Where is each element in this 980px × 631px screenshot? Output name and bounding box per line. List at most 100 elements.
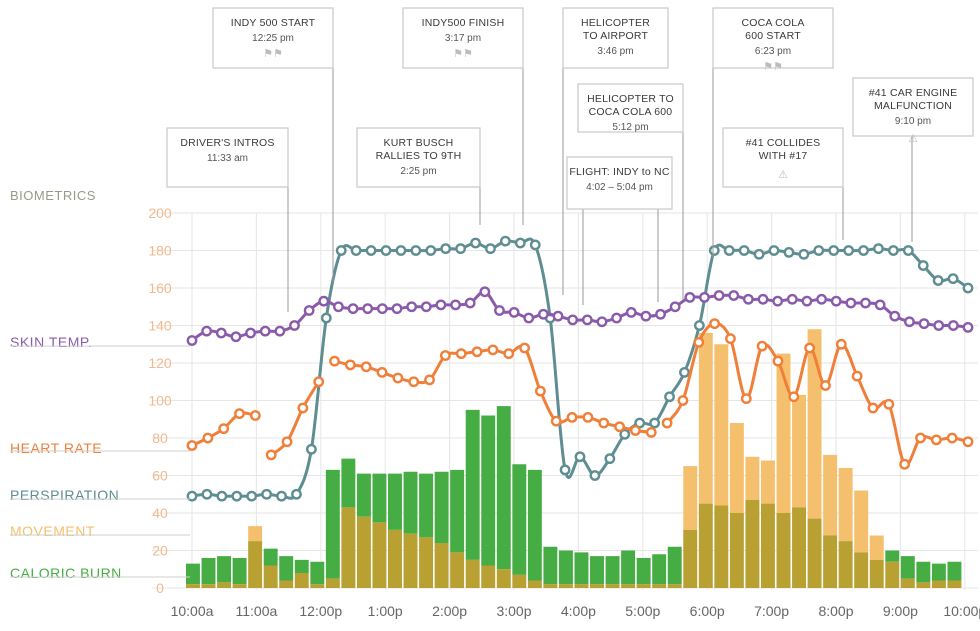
y-tick-label: 100	[148, 393, 172, 409]
perspiration-point	[604, 453, 616, 465]
caloric-burn-bar	[419, 473, 434, 538]
overlap-bar	[683, 529, 698, 588]
skin-temp-point	[215, 327, 227, 339]
overlap-bar	[217, 582, 232, 588]
skin-temp-point	[889, 310, 901, 322]
overlap-bar	[636, 584, 651, 588]
skin-temp-point	[845, 297, 857, 309]
overlap-bar	[201, 584, 216, 588]
event-box	[566, 156, 673, 210]
overlap-bar	[947, 580, 962, 588]
movement-bar	[792, 394, 806, 508]
event-title: #41 CAR ENGINE	[869, 87, 958, 99]
caloric-burn-bar	[605, 556, 620, 585]
skin-temp-point	[201, 325, 213, 337]
caloric-burn-bar	[481, 415, 496, 566]
event-title: WITH #17	[759, 150, 808, 162]
x-tick-label: 12:00p	[299, 603, 342, 619]
x-tick-label: 7:00p	[754, 603, 789, 619]
heart-rate-point	[693, 336, 705, 348]
skin-temp-point	[347, 303, 359, 315]
skin-temp-point	[406, 301, 418, 313]
y-tick-label: 120	[148, 355, 172, 371]
skin-temp-point	[376, 303, 388, 315]
heart-rate-point	[962, 436, 974, 448]
heart-rate-point	[677, 395, 689, 406]
perspiration-point	[261, 488, 273, 500]
heart-rate-point	[725, 333, 736, 345]
heart-rate-point	[535, 385, 546, 397]
perspiration-point	[589, 470, 601, 481]
heart-rate-point	[519, 342, 530, 354]
caloric-burn-bar	[434, 471, 449, 543]
perspiration-point	[514, 237, 526, 249]
skin-temp-point	[479, 286, 491, 298]
skin-temp-point	[391, 303, 403, 315]
perspiration-point	[723, 245, 735, 256]
movement-bar	[714, 344, 729, 506]
skin-temp-point	[640, 310, 652, 322]
heart-rate-point	[566, 411, 578, 423]
skin-temp-point	[259, 325, 271, 337]
perspiration-point	[425, 245, 437, 256]
skin-temp-label: SKIN TEMP.	[10, 334, 92, 350]
grid	[152, 212, 978, 590]
movement-bar	[838, 468, 853, 542]
caloric-burn-bar	[590, 556, 604, 585]
skin-temp-point	[186, 335, 198, 346]
skin-temp-point	[684, 291, 696, 303]
y-tick-label: 80	[152, 430, 168, 446]
caloric-burn-bar	[403, 471, 418, 534]
heart-rate-point	[804, 342, 816, 354]
y-tick-label: 160	[148, 280, 172, 296]
x-tick-label: 8:00p	[818, 603, 853, 619]
overlap-bar	[325, 578, 340, 588]
caloric-burn-bar	[465, 409, 480, 560]
movement-bar	[698, 333, 713, 504]
perspiration-point	[932, 275, 944, 286]
event-box	[562, 7, 669, 69]
perspiration-point	[768, 245, 780, 256]
overlap-bar	[698, 503, 713, 588]
x-tick-label: 5:00p	[625, 603, 660, 619]
perspiration-point	[440, 243, 452, 255]
overlap-bar	[186, 584, 200, 588]
heart-rate-point	[186, 440, 198, 451]
skin-temp-point	[874, 299, 886, 311]
perspiration-point	[962, 282, 974, 294]
skin-temp-point	[435, 299, 447, 311]
skin-temp-point	[245, 327, 256, 339]
y-tick-label: 20	[152, 543, 168, 559]
event-title: COCA COLA 600	[589, 106, 673, 118]
skin-temp-point	[333, 301, 344, 313]
skin-temp-point	[786, 293, 798, 305]
overlap-bar	[605, 584, 620, 588]
perspiration-point	[858, 245, 869, 256]
perspiration-point	[216, 490, 228, 502]
heart-rate-point	[709, 318, 721, 330]
event-time: 3:17 pm	[445, 33, 481, 44]
caloric-burn-bar	[217, 556, 232, 583]
skin-temp-point	[420, 301, 432, 313]
heart-rate-line	[269, 380, 321, 457]
event-time: 5:12 pm	[612, 122, 648, 133]
overlap-bar	[667, 584, 682, 588]
skin-temp-point	[611, 312, 623, 324]
heart-rate-point	[487, 344, 499, 356]
perspiration-point	[395, 245, 407, 256]
overlap-bar	[900, 578, 915, 588]
caloric-burn-bar	[621, 550, 636, 585]
overlap-bar	[885, 561, 900, 588]
heart-rate-point	[788, 391, 800, 403]
event-box	[166, 127, 289, 188]
heart-rate-point	[946, 432, 958, 444]
checkered-flag-icon: ⚑⚑	[763, 60, 783, 73]
event-time: 12:25 pm	[252, 33, 294, 44]
heart-rate-point	[614, 421, 625, 433]
caloric-burn-bar	[667, 546, 682, 585]
heart-rate-point	[234, 408, 245, 420]
movement-bar	[248, 526, 263, 542]
overlap-bar	[590, 584, 604, 588]
perspiration-point	[887, 245, 899, 256]
